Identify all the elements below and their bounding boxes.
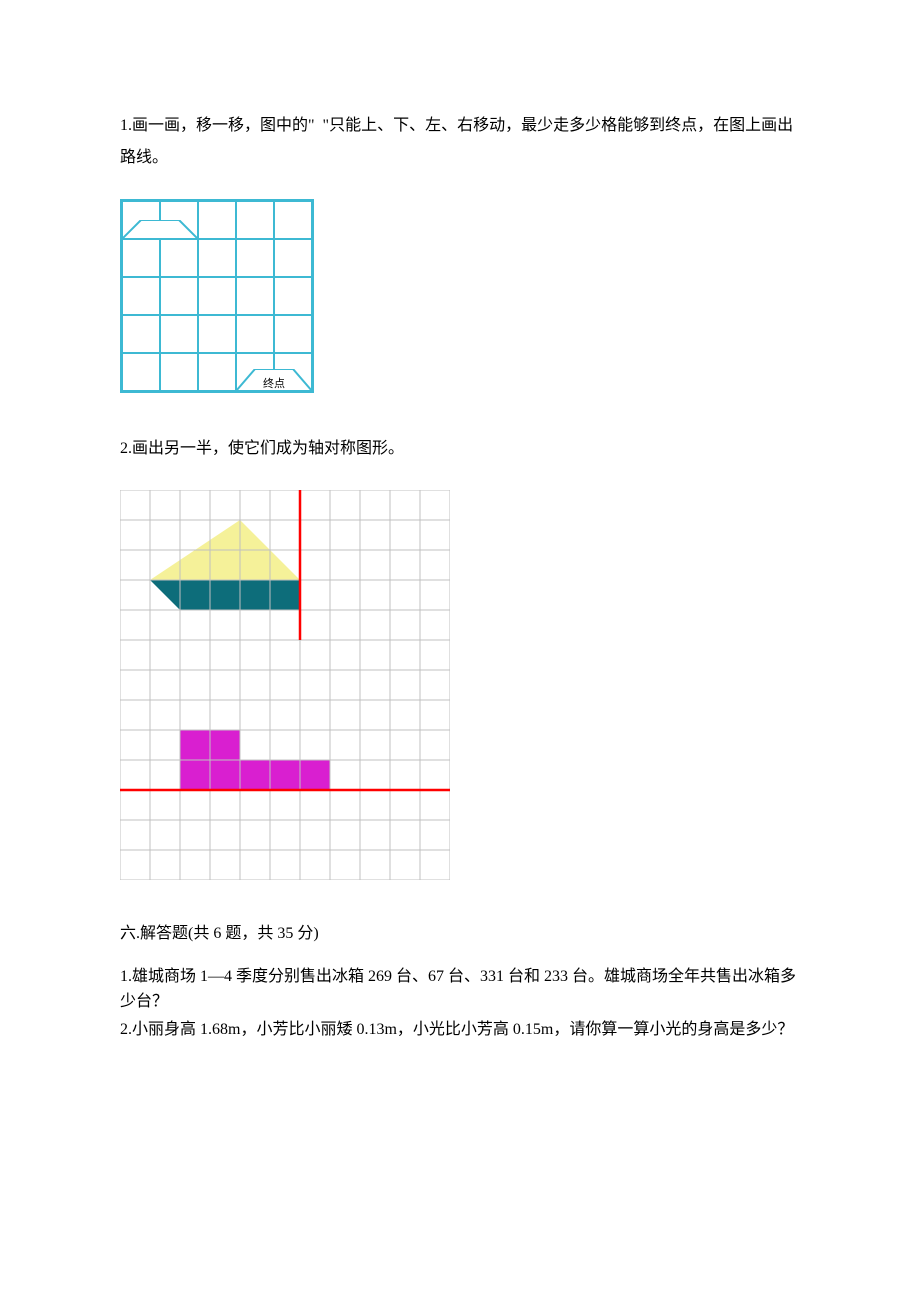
q1-grid-cell (236, 315, 274, 353)
q1-grid-cell (160, 353, 198, 391)
q1-grid-cell (198, 239, 236, 277)
section6-title: 六.解答题(共 6 题，共 35 分) (120, 920, 800, 949)
q1-grid-cell (274, 239, 312, 277)
q1-grid: 终点 (120, 199, 314, 393)
q1-grid-cell (122, 353, 160, 391)
q2-grid (120, 490, 450, 880)
section6-q1: 1.雄城商场 1—4 季度分别售出冰箱 269 台、67 台、331 台和 23… (120, 964, 800, 1015)
q1-grid-cell (236, 201, 274, 239)
q2-text: 2.画出另一半，使它们成为轴对称图形。 (120, 433, 800, 465)
q1-grid-cell (274, 315, 312, 353)
q1-grid-cell (122, 277, 160, 315)
q1-grid-cell (274, 277, 312, 315)
q1-grid-cell (198, 353, 236, 391)
q1-text: 1.画一画，移一移，图中的" "只能上、下、左、右移动，最少走多少格能够到终点，… (120, 110, 800, 174)
q1-grid-cell (160, 239, 198, 277)
q1-grid-cell (198, 201, 236, 239)
q1-grid-cell (122, 239, 160, 277)
q1-grid-cell (236, 239, 274, 277)
q1-figure: 终点 (120, 199, 800, 393)
section6-q2: 2.小丽身高 1.68m，小芳比小丽矮 0.13m，小光比小芳高 0.15m，请… (120, 1017, 800, 1043)
start-trapezoid (122, 220, 198, 239)
q1-grid-cell (198, 315, 236, 353)
q1-grid-cell (160, 277, 198, 315)
endpoint-label: 终点 (263, 375, 285, 391)
q1-grid-cell (236, 277, 274, 315)
q1-grid-cell (274, 201, 312, 239)
q1-grid-cell (122, 315, 160, 353)
q1-grid-cell (160, 315, 198, 353)
q1-grid-cell (198, 277, 236, 315)
q2-figure (120, 490, 800, 880)
